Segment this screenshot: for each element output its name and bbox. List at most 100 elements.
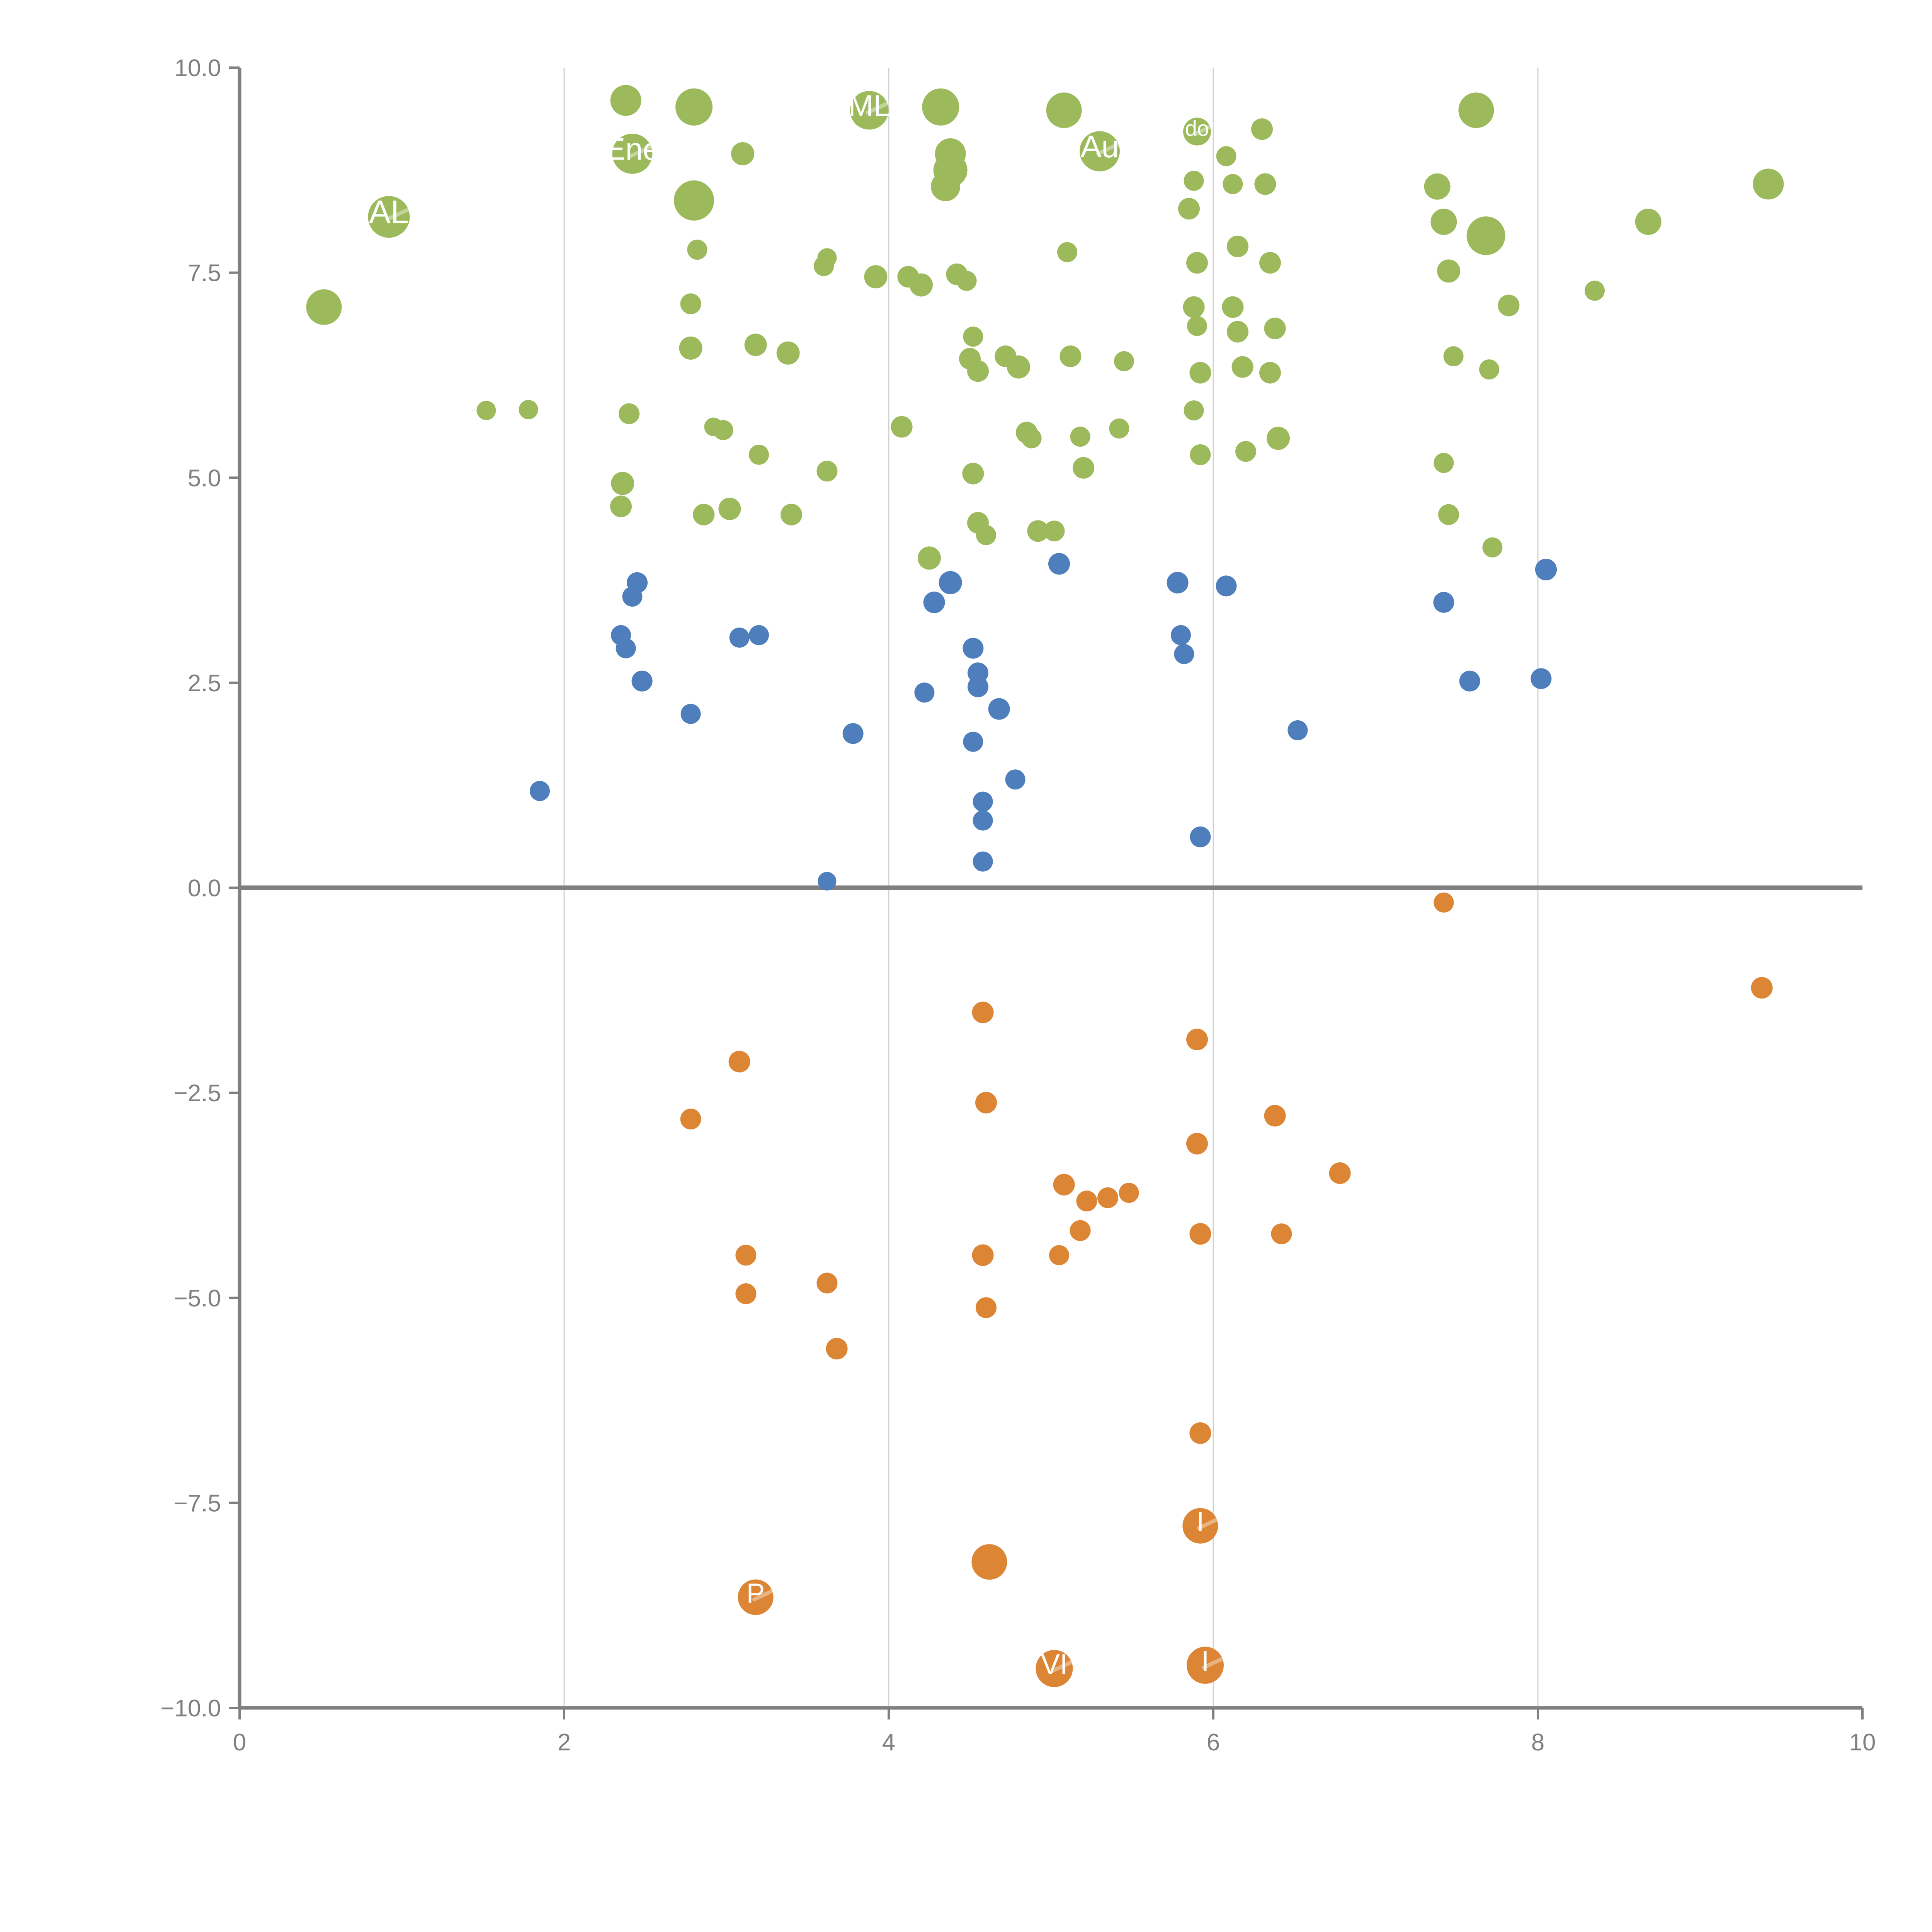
bubble-green-52[interactable] — [1060, 345, 1082, 367]
bubble-blue-33[interactable] — [1535, 558, 1557, 580]
bubble-blue-5[interactable] — [631, 670, 653, 692]
bubble-blue-25[interactable] — [1171, 625, 1191, 645]
bubble-orange-18[interactable] — [1119, 1183, 1139, 1203]
bubble-green-61[interactable] — [1186, 252, 1208, 274]
bubble-green-50[interactable] — [1046, 92, 1082, 128]
bubble-orange-4[interactable] — [738, 1579, 774, 1615]
bubble-green-71[interactable] — [1227, 321, 1248, 343]
bubble-blue-16[interactable] — [968, 676, 988, 697]
bubble-green-69[interactable] — [1227, 235, 1248, 257]
bubble-orange-9[interactable] — [972, 1244, 994, 1266]
bubble-green-57[interactable] — [1114, 351, 1134, 371]
bubble-green-86[interactable] — [1458, 92, 1494, 128]
bubble-orange-26[interactable] — [1271, 1223, 1292, 1245]
bubble-green-3[interactable] — [519, 400, 538, 420]
bubble-blue-8[interactable] — [749, 625, 769, 645]
bubble-blue-23[interactable] — [1048, 553, 1070, 575]
bubble-green-53[interactable] — [1070, 427, 1090, 447]
bubble-green-25[interactable] — [817, 248, 837, 268]
bubble-green-92[interactable] — [1585, 281, 1605, 301]
bubble-blue-14[interactable] — [963, 638, 984, 659]
bubble-green-60[interactable] — [1178, 198, 1200, 220]
bubble-green-75[interactable] — [1254, 173, 1276, 195]
bubble-blue-31[interactable] — [1459, 670, 1480, 692]
bubble-green-78[interactable] — [1259, 362, 1281, 384]
bubble-orange-16[interactable] — [1076, 1190, 1097, 1212]
bubble-orange-27[interactable] — [1329, 1162, 1351, 1184]
bubble-green-41[interactable] — [962, 463, 984, 485]
bubble-green-58[interactable] — [1183, 117, 1211, 146]
bubble-blue-11[interactable] — [914, 682, 935, 703]
bubble-green-77[interactable] — [1264, 317, 1286, 339]
bubble-blue-6[interactable] — [680, 704, 701, 724]
bubble-green-66[interactable] — [1190, 444, 1211, 465]
bubble-green-35[interactable] — [931, 172, 960, 201]
bubble-blue-27[interactable] — [1190, 826, 1211, 847]
bubble-green-4[interactable] — [610, 85, 641, 116]
bubble-orange-5[interactable] — [816, 1272, 838, 1294]
bubble-green-56[interactable] — [1109, 418, 1129, 439]
bubble-blue-24[interactable] — [1167, 571, 1189, 594]
bubble-blue-29[interactable] — [1287, 720, 1308, 740]
bubble-green-48[interactable] — [1027, 520, 1049, 542]
bubble-orange-22[interactable] — [1189, 1422, 1211, 1444]
bubble-green-23[interactable] — [816, 461, 838, 482]
bubble-orange-10[interactable] — [976, 1297, 997, 1318]
bubble-green-6[interactable] — [619, 403, 639, 424]
bubble-green-84[interactable] — [1434, 453, 1454, 473]
bubble-green-93[interactable] — [1635, 209, 1662, 235]
bubble-blue-7[interactable] — [729, 628, 750, 648]
bubble-green-17[interactable] — [718, 497, 741, 520]
bubble-orange-28[interactable] — [1434, 892, 1454, 913]
bubble-green-87[interactable] — [1466, 216, 1505, 255]
bubble-green-90[interactable] — [1498, 294, 1520, 316]
bubble-orange-19[interactable] — [1186, 1029, 1208, 1051]
bubble-green-64[interactable] — [1189, 362, 1211, 384]
bubble-green-27[interactable] — [864, 265, 888, 289]
bubble-green-20[interactable] — [749, 444, 769, 465]
bubble-green-16[interactable] — [693, 503, 715, 526]
bubble-green-49[interactable] — [1044, 520, 1065, 542]
bubble-green-51[interactable] — [1057, 242, 1077, 262]
bubble-orange-0[interactable] — [680, 1109, 701, 1130]
bubble-green-85[interactable] — [1438, 504, 1459, 525]
bubble-green-0[interactable] — [306, 289, 342, 325]
bubble-green-38[interactable] — [963, 327, 983, 347]
bubble-blue-18[interactable] — [973, 791, 993, 812]
bubble-orange-17[interactable] — [1097, 1187, 1118, 1208]
bubble-green-79[interactable] — [1267, 427, 1290, 450]
bubble-blue-9[interactable] — [818, 872, 837, 891]
bubble-green-68[interactable] — [1223, 174, 1243, 194]
bubble-green-8[interactable] — [610, 495, 632, 517]
bubble-orange-13[interactable] — [1049, 1245, 1069, 1265]
bubble-blue-26[interactable] — [1174, 644, 1194, 664]
bubble-green-63[interactable] — [1187, 316, 1207, 336]
bubble-blue-20[interactable] — [973, 851, 993, 872]
bubble-blue-13[interactable] — [939, 571, 962, 594]
bubble-blue-19[interactable] — [973, 810, 993, 831]
bubble-green-65[interactable] — [1184, 400, 1204, 421]
bubble-orange-29[interactable] — [1751, 977, 1773, 999]
bubble-blue-2[interactable] — [616, 638, 636, 658]
bubble-green-81[interactable] — [1430, 209, 1457, 235]
bubble-green-83[interactable] — [1443, 346, 1464, 367]
bubble-orange-12[interactable] — [1036, 1650, 1073, 1687]
bubble-green-13[interactable] — [679, 336, 702, 360]
bubble-green-10[interactable] — [675, 88, 713, 126]
bubble-green-82[interactable] — [1437, 259, 1460, 283]
bubble-green-67[interactable] — [1216, 146, 1236, 167]
bubble-green-59[interactable] — [1184, 170, 1204, 191]
bubble-orange-6[interactable] — [826, 1338, 848, 1360]
bubble-green-7[interactable] — [611, 472, 634, 495]
bubble-orange-8[interactable] — [975, 1092, 997, 1114]
bubble-blue-12[interactable] — [923, 591, 945, 613]
bubble-green-28[interactable] — [891, 416, 913, 438]
bubble-green-47[interactable] — [1021, 428, 1042, 449]
bubble-green-15[interactable] — [713, 420, 733, 440]
bubble-orange-25[interactable] — [1264, 1105, 1286, 1127]
bubble-green-2[interactable] — [476, 401, 496, 420]
bubble-blue-0[interactable] — [530, 781, 550, 801]
bubble-green-54[interactable] — [1073, 457, 1094, 479]
bubble-blue-28[interactable] — [1216, 575, 1237, 597]
bubble-green-74[interactable] — [1251, 118, 1273, 140]
